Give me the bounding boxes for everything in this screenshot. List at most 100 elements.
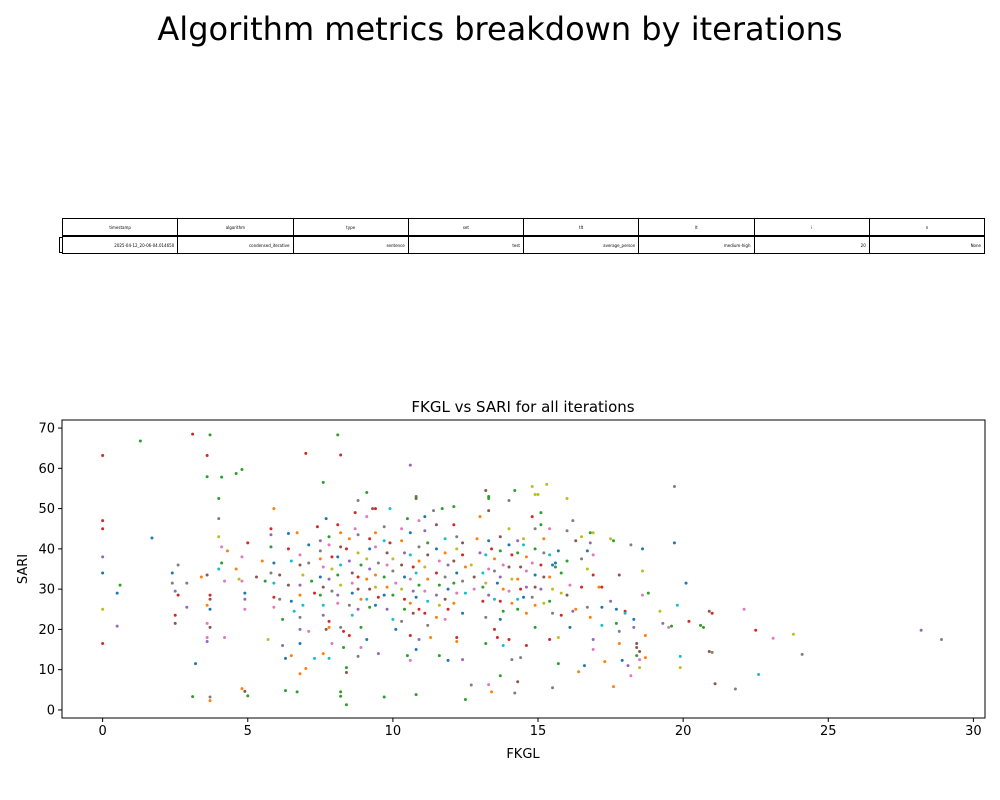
data-point — [713, 682, 717, 686]
data-point — [672, 484, 676, 488]
data-point — [492, 597, 496, 601]
data-point — [373, 531, 377, 535]
data-point — [434, 547, 438, 551]
data-point — [551, 563, 555, 567]
data-point — [507, 637, 511, 641]
data-point — [298, 583, 302, 587]
data-point — [463, 697, 467, 701]
data-point — [243, 597, 247, 601]
data-point — [443, 551, 447, 555]
data-point — [585, 567, 589, 571]
data-point — [225, 549, 229, 553]
data-point — [318, 593, 322, 597]
data-point — [365, 557, 369, 561]
data-point — [101, 642, 105, 645]
data-point — [478, 515, 482, 519]
data-point — [336, 555, 340, 559]
data-point — [318, 539, 322, 543]
y-tick-label: 70 — [38, 422, 55, 437]
data-point — [484, 642, 488, 645]
data-point — [484, 615, 488, 619]
data-point — [191, 695, 195, 699]
data-point — [269, 571, 273, 575]
data-point — [292, 609, 296, 613]
data-point — [580, 585, 584, 589]
data-point — [321, 603, 325, 607]
data-point — [324, 517, 328, 521]
data-point — [423, 529, 427, 533]
data-point — [359, 646, 363, 650]
data-point — [246, 694, 250, 698]
data-point — [417, 583, 421, 587]
data-point — [376, 595, 380, 599]
data-point — [643, 656, 647, 660]
data-point — [365, 597, 369, 601]
data-point — [185, 605, 189, 609]
data-point — [173, 613, 177, 617]
data-point — [318, 557, 322, 561]
data-point — [382, 525, 386, 529]
data-point — [289, 599, 293, 603]
data-point — [411, 611, 415, 615]
data-point — [336, 593, 340, 597]
data-point — [475, 537, 479, 541]
data-point — [350, 571, 354, 575]
data-point — [408, 463, 412, 467]
data-point — [365, 490, 369, 494]
data-point — [556, 635, 560, 639]
data-point — [495, 635, 499, 639]
data-point — [446, 563, 450, 567]
data-point — [350, 613, 354, 617]
data-point — [414, 595, 418, 599]
data-point — [437, 583, 441, 587]
data-point — [565, 529, 569, 533]
data-point — [434, 615, 438, 619]
data-point — [443, 537, 447, 541]
data-point — [301, 603, 305, 607]
data-point — [356, 533, 360, 537]
data-point — [469, 563, 473, 567]
data-point — [411, 589, 415, 593]
data-point — [269, 527, 273, 531]
data-point — [501, 587, 505, 591]
data-point — [701, 625, 705, 629]
data-point — [405, 517, 409, 521]
data-point — [272, 605, 276, 609]
data-point — [524, 611, 528, 615]
data-point — [382, 539, 386, 543]
data-point — [510, 658, 514, 662]
data-point — [234, 567, 238, 571]
data-point — [220, 545, 224, 549]
data-point — [373, 585, 377, 589]
data-point — [588, 615, 592, 619]
data-point — [446, 587, 450, 591]
data-point — [417, 545, 421, 549]
data-point — [539, 563, 543, 567]
data-point — [574, 539, 578, 543]
data-point — [582, 664, 586, 668]
data-point — [452, 581, 456, 585]
data-point — [344, 703, 348, 707]
data-point — [492, 557, 496, 561]
data-point — [452, 559, 456, 563]
data-point — [394, 581, 398, 585]
data-point — [498, 617, 502, 621]
data-point — [336, 523, 340, 527]
data-point — [524, 569, 528, 573]
data-point — [423, 565, 427, 569]
data-point — [501, 563, 505, 567]
data-point — [327, 535, 331, 539]
data-point — [118, 583, 122, 587]
data-point — [533, 527, 537, 531]
data-point — [286, 583, 290, 587]
data-point — [481, 599, 485, 603]
data-point — [356, 499, 360, 503]
data-point — [286, 547, 290, 551]
data-point — [498, 535, 502, 539]
data-point — [437, 559, 441, 563]
data-point — [539, 511, 543, 515]
data-point — [507, 589, 511, 593]
data-point — [565, 593, 569, 597]
data-point — [327, 656, 331, 660]
data-point — [498, 549, 502, 553]
